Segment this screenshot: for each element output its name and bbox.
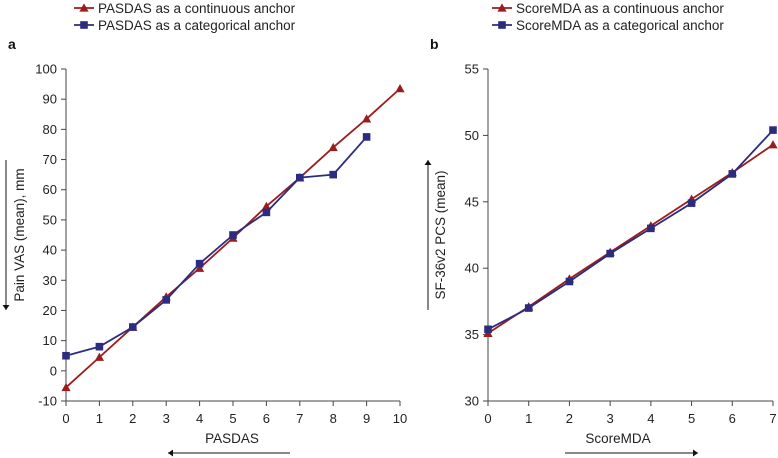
data-point-triangle (362, 114, 372, 123)
data-point-square (606, 249, 614, 258)
series-line-triangle (487, 143, 774, 335)
data-point-square (262, 208, 271, 217)
y-tick-label: -10 (38, 394, 57, 409)
y-tick-label: 50 (465, 128, 479, 143)
x-axis-arrow-head (693, 449, 698, 457)
y-tick-label: 20 (43, 303, 57, 318)
panel-label: b (430, 36, 439, 52)
legend-label: PASDAS as a categorical anchor (98, 18, 296, 33)
data-point-square (362, 133, 371, 141)
legend-marker-triangle (79, 3, 89, 12)
x-tick-label: 1 (96, 411, 103, 426)
y-tick-label: 30 (465, 394, 479, 409)
y-axis-arrow-head (424, 160, 432, 165)
y-axis-arrow-head (2, 305, 10, 310)
x-tick-label: 0 (62, 411, 69, 426)
x-tick-label: 3 (163, 411, 170, 426)
x-tick-label: 9 (363, 411, 370, 426)
panel-label: a (8, 36, 16, 52)
y-tick-label: 100 (35, 62, 57, 77)
x-tick-label: 4 (196, 411, 203, 426)
x-tick-label: 7 (769, 411, 776, 426)
data-point-square (524, 304, 533, 312)
data-point-triangle (61, 382, 71, 392)
legend-label: PASDAS as a continuous anchor (98, 1, 296, 16)
data-point-triangle (328, 142, 338, 152)
x-axis-title: PASDAS (205, 431, 259, 446)
data-point-square (329, 170, 337, 179)
x-tick-label: 4 (647, 411, 654, 426)
legend-entry: PASDAS as a categorical anchor (74, 18, 296, 33)
legend-marker-square (80, 21, 88, 29)
x-tick-label: 6 (263, 411, 270, 426)
data-point-square (484, 325, 492, 334)
x-tick-label: 10 (393, 411, 407, 426)
data-point-square (769, 126, 777, 134)
x-tick-label: 3 (607, 411, 614, 426)
data-point-square (229, 231, 237, 239)
legend-label: ScoreMDA as a continuous anchor (516, 1, 724, 16)
legend-entry: ScoreMDA as a continuous anchor (492, 1, 724, 16)
legend-marker-square (498, 21, 506, 29)
y-tick-label: 90 (43, 92, 57, 107)
y-tick-label: 35 (465, 327, 479, 342)
data-point-triangle (395, 84, 405, 93)
y-tick-label: 60 (43, 182, 57, 197)
data-point-square (687, 199, 696, 207)
data-point-square (296, 173, 304, 182)
data-point-square (95, 342, 104, 351)
series-line-square (487, 129, 774, 331)
y-tick-label: 0 (50, 363, 57, 378)
legend-marker-triangle (497, 3, 507, 12)
y-tick-label: 30 (43, 273, 57, 288)
x-tick-label: 2 (129, 411, 136, 426)
chart-panel-a: a -10 0 10 20 30 40 50 60 70 80 90 100 0 1 2 3 4 5 6 7 8 9 10 Pa… (2, 1, 407, 457)
x-axis-title: ScoreMDA (585, 431, 650, 446)
y-axis-title: Pain VAS (mean), mm (12, 168, 27, 301)
series-line-square (65, 136, 368, 357)
data-point-triangle (195, 263, 205, 272)
legend-entry: ScoreMDA as a categorical anchor (492, 18, 724, 33)
data-point-square (195, 259, 204, 268)
x-axis-arrow-head (168, 449, 173, 457)
x-tick-label: 1 (525, 411, 532, 426)
x-tick-label: 7 (296, 411, 303, 426)
y-tick-label: 50 (43, 212, 57, 227)
data-point-triangle (768, 140, 778, 149)
y-tick-label: 40 (43, 243, 57, 258)
data-point-square (162, 296, 170, 304)
y-tick-label: 10 (43, 333, 57, 348)
x-tick-label: 0 (484, 411, 491, 426)
x-tick-label: 5 (688, 411, 695, 426)
data-point-triangle (261, 201, 271, 211)
y-axis-title: SF-36v2 PCS (mean) (433, 170, 448, 299)
y-tick-label: 40 (465, 261, 479, 276)
legend-label: ScoreMDA as a categorical anchor (516, 18, 724, 33)
x-tick-label: 8 (330, 411, 337, 426)
data-point-triangle (94, 352, 104, 361)
legend-entry: PASDAS as a continuous anchor (74, 1, 296, 16)
data-point-square (728, 170, 737, 178)
y-tick-label: 70 (43, 152, 57, 167)
data-point-square (129, 323, 137, 331)
y-tick-label: 55 (465, 62, 479, 77)
x-tick-label: 5 (229, 411, 236, 426)
x-tick-label: 2 (566, 411, 573, 426)
data-point-square (647, 224, 655, 233)
y-tick-label: 80 (43, 122, 57, 137)
data-point-square (62, 351, 70, 360)
y-tick-label: 45 (465, 194, 479, 209)
data-point-square (565, 277, 574, 286)
x-tick-label: 6 (729, 411, 736, 426)
